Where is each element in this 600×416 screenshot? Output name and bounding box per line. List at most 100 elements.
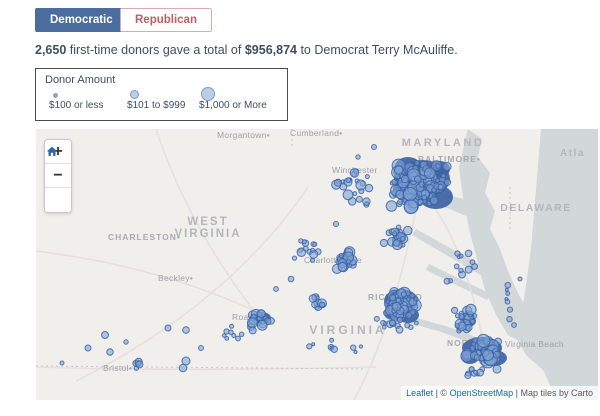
donor-dot[interactable] [238, 331, 245, 338]
donor-dot[interactable] [409, 293, 415, 299]
donor-dot[interactable] [469, 345, 476, 352]
donor-dot[interactable] [391, 178, 398, 186]
donor-dot[interactable] [504, 299, 511, 305]
donor-dot[interactable] [458, 267, 464, 274]
donor-dot[interactable] [309, 257, 315, 263]
donor-dot[interactable] [106, 348, 114, 356]
donor-dot[interactable] [389, 294, 397, 302]
donor-dot[interactable] [306, 343, 313, 350]
donor-dot[interactable] [311, 301, 319, 309]
donor-dot[interactable] [504, 287, 509, 292]
donor-dot[interactable] [310, 247, 316, 253]
donor-dot[interactable] [405, 312, 413, 319]
donor-dot[interactable] [492, 364, 502, 374]
donor-dot[interactable] [403, 187, 418, 202]
donor-dot[interactable] [371, 144, 377, 150]
donor-dot[interactable] [353, 350, 358, 354]
donor-dot[interactable] [413, 296, 419, 302]
donor-dot[interactable] [431, 187, 437, 193]
democratic-tab[interactable]: Democratic [35, 8, 128, 32]
donor-dot[interactable] [429, 196, 439, 205]
donor-dot[interactable] [248, 326, 257, 335]
donor-dot[interactable] [454, 250, 461, 257]
donor-dot[interactable] [231, 333, 237, 338]
donor-dot[interactable] [229, 323, 235, 329]
donor-dot[interactable] [235, 335, 241, 342]
donor-dot[interactable] [455, 313, 461, 319]
donor-dot[interactable] [506, 316, 513, 323]
donor-dot[interactable] [330, 345, 338, 353]
donor-dot[interactable] [442, 161, 452, 172]
donor-dot[interactable] [198, 345, 204, 351]
donor-dot[interactable] [291, 255, 298, 261]
donor-dot[interactable] [476, 333, 491, 348]
donor-dot[interactable] [164, 324, 172, 332]
donor-dot[interactable] [287, 275, 295, 283]
donor-dot[interactable] [379, 238, 388, 248]
donor-dot[interactable] [395, 189, 405, 200]
donor-dot[interactable] [181, 356, 191, 366]
donor-dot[interactable] [135, 360, 144, 369]
donor-dot[interactable] [464, 249, 473, 258]
donor-dot[interactable] [273, 286, 279, 292]
donor-dot[interactable] [350, 344, 357, 351]
donor-dot[interactable] [451, 306, 459, 314]
donor-dot[interactable] [397, 199, 403, 205]
donor-dot[interactable] [256, 319, 268, 331]
donor-dot[interactable] [318, 301, 326, 308]
donor-dot[interactable] [421, 194, 428, 201]
donor-dot[interactable] [256, 309, 266, 319]
donor-dot[interactable] [355, 154, 361, 160]
donor-dot[interactable] [364, 183, 374, 193]
donor-dot[interactable] [414, 320, 419, 326]
zoom-out-button[interactable]: − [45, 164, 71, 188]
donor-dot[interactable] [101, 331, 109, 339]
donor-dot[interactable] [364, 174, 370, 180]
donor-dot[interactable] [473, 370, 478, 375]
donor-dots-layer[interactable] [59, 144, 523, 380]
donor-dot[interactable] [464, 265, 473, 274]
donor-dot[interactable] [400, 291, 407, 298]
leaflet-link[interactable]: Leaflet [406, 388, 434, 398]
donor-dot[interactable] [338, 252, 344, 259]
donor-dot[interactable] [423, 167, 436, 179]
donor-dot[interactable] [468, 366, 475, 373]
donor-dot[interactable] [418, 181, 425, 188]
donor-dot[interactable] [435, 163, 441, 169]
donor-dot[interactable] [395, 297, 402, 303]
donor-dot[interactable] [493, 350, 501, 359]
donor-dot[interactable] [517, 276, 523, 282]
donor-dot[interactable] [301, 239, 307, 245]
donor-dot[interactable] [334, 178, 342, 187]
donor-dot[interactable] [504, 281, 512, 289]
donor-dot[interactable] [506, 306, 514, 313]
donor-dot[interactable] [385, 200, 398, 212]
donor-dot[interactable] [414, 175, 422, 184]
donor-dot[interactable] [443, 277, 451, 285]
donor-dot[interactable] [437, 183, 444, 191]
donor-dot[interactable] [473, 354, 481, 361]
home-button[interactable] [45, 146, 71, 212]
donor-dot[interactable] [59, 360, 65, 366]
donor-dot[interactable] [373, 315, 380, 322]
donor-dot[interactable] [511, 322, 517, 328]
donor-dot[interactable] [469, 259, 476, 266]
donor-dot[interactable] [389, 319, 396, 327]
donor-dot[interactable] [312, 241, 318, 247]
donor-dot[interactable] [247, 317, 258, 329]
donor-dot[interactable] [453, 263, 460, 270]
donor-dot[interactable] [84, 344, 92, 352]
donor-dot[interactable] [396, 316, 404, 324]
donor-dot[interactable] [440, 173, 446, 179]
donor-dot[interactable] [392, 231, 398, 237]
donor-dot[interactable] [123, 339, 129, 345]
donor-dot[interactable] [391, 301, 402, 312]
donor-dot[interactable] [362, 197, 371, 206]
republican-tab[interactable]: Republican [120, 8, 212, 32]
donor-dot[interactable] [465, 303, 477, 316]
donor-dot[interactable] [355, 195, 363, 203]
donor-dot[interactable] [224, 336, 230, 341]
donor-dot[interactable] [302, 245, 309, 252]
donor-dot[interactable] [404, 322, 411, 329]
donor-dot[interactable] [392, 239, 401, 247]
